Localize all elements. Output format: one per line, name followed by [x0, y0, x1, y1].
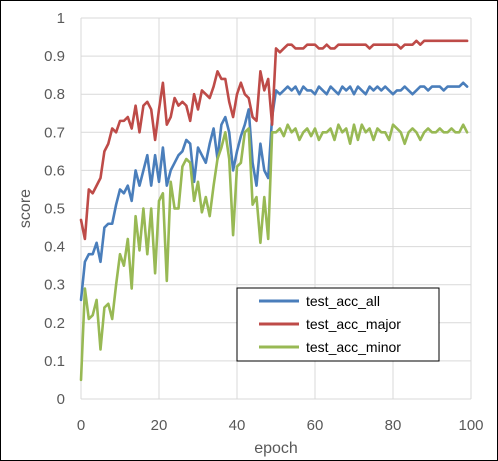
- series-line-test_acc_major: [79, 39, 469, 241]
- y-tick-label: 0.9: [44, 48, 65, 65]
- x-tick-label: 20: [151, 417, 168, 434]
- x-tick-label: 100: [458, 417, 483, 434]
- x-tick-label: 40: [229, 417, 246, 434]
- y-tick-label: 0.6: [44, 162, 65, 179]
- x-tick-label: 60: [307, 417, 324, 434]
- legend-label-test_acc_all: test_acc_all: [306, 293, 380, 309]
- series-line-test_acc_all: [79, 81, 469, 302]
- y-tick-label: 0.5: [44, 201, 65, 218]
- y-tick-label: 0.4: [44, 239, 65, 256]
- x-axis-title: epoch: [254, 440, 298, 457]
- legend-label-test_acc_minor: test_acc_minor: [306, 339, 401, 355]
- series-lines: [79, 39, 469, 382]
- series-line-test_acc_minor: [79, 123, 469, 382]
- x-tick-label: 0: [77, 417, 85, 434]
- y-tick-label: 0.1: [44, 353, 65, 370]
- y-tick-label: 0.7: [44, 124, 65, 141]
- y-tick-label: 0.8: [44, 86, 65, 103]
- legend-label-test_acc_major: test_acc_major: [306, 316, 401, 332]
- x-tick-label: 80: [385, 417, 402, 434]
- y-axis-title: score: [17, 189, 34, 228]
- tick-labels: 0 0.1 0.2 0.3 0.4 0.5 0.6 0.7 0.8 0.9 1 0 20 40 60 80 10…: [44, 10, 483, 434]
- legend: test_acc_all test_acc_major test_acc_minor: [236, 287, 440, 362]
- y-tick-label: 0.3: [44, 277, 65, 294]
- y-tick-label: 0: [57, 391, 65, 408]
- y-tick-label: 0.2: [44, 315, 65, 332]
- y-tick-label: 1: [57, 10, 65, 27]
